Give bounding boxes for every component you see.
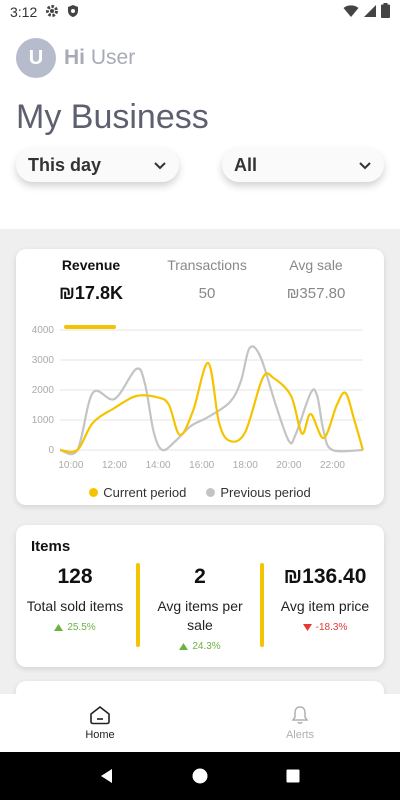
series-line-current	[59, 361, 365, 454]
metric-total-sold: 128 Total sold items 25.5%	[20, 565, 130, 633]
greeting-text: Hi User	[64, 46, 135, 70]
trend-up-icon	[54, 624, 64, 631]
y-tick-label: 2000	[32, 385, 55, 396]
nav-label: Alerts	[285, 729, 315, 741]
home-icon	[90, 705, 110, 725]
legend-dot-previous	[206, 488, 216, 497]
stats-card: Revenue ₪17.8K Transactions 50 Avg sale …	[16, 249, 384, 505]
bell-icon	[291, 706, 309, 724]
tab-label: Avg sale	[289, 257, 343, 273]
legend-item-previous: Previous period	[206, 485, 311, 500]
header: U Hi User My Business This day All	[0, 24, 400, 229]
chevron-down-icon	[153, 155, 167, 176]
tab-label: Transactions	[167, 257, 247, 273]
greeting-word: Hi	[64, 46, 85, 69]
legend-dot-current	[89, 488, 99, 497]
metric-delta: 25.5%	[20, 622, 130, 633]
active-tab-indicator	[64, 325, 116, 329]
android-nav-bar	[0, 752, 400, 800]
trend-down-icon	[302, 624, 312, 631]
series-line-previous	[59, 345, 364, 456]
metric-delta-value: -18.3%	[315, 622, 348, 633]
avatar[interactable]: U	[16, 38, 56, 78]
tab-transactions[interactable]: Transactions 50	[152, 257, 262, 302]
settings-status-icon	[45, 4, 59, 21]
bottom-nav: Home Alerts	[0, 694, 400, 752]
x-tick-label: 22:00	[320, 460, 345, 471]
tab-value: ₪357.80	[286, 285, 346, 302]
filter-dropdown[interactable]: All	[222, 148, 384, 182]
metric-divider	[136, 563, 140, 647]
wifi-icon	[343, 4, 359, 21]
metric-label: Avg item price	[280, 598, 370, 614]
legend-label: Current period	[103, 485, 187, 500]
recents-icon[interactable]	[285, 768, 301, 784]
nav-label: Home	[85, 729, 115, 741]
y-tick-label: 4000	[32, 325, 55, 336]
status-time: 3:12	[10, 4, 38, 20]
page-title: My Business	[16, 98, 209, 136]
status-bar: 3:12	[0, 0, 400, 24]
legend-label: Previous period	[220, 485, 311, 500]
tab-value: ₪17.8K	[59, 283, 123, 303]
metric-avg-price: ₪136.40 Avg item price -18.3%	[270, 565, 380, 633]
metric-label: Total sold items	[26, 598, 124, 614]
tab-avg-sale[interactable]: Avg sale ₪357.80	[261, 257, 371, 302]
greeting: U Hi User	[16, 38, 135, 78]
tab-value: 50	[198, 285, 216, 302]
metric-delta-value: 24.3%	[192, 641, 221, 652]
metric-label: Avg items per sale	[157, 598, 243, 633]
y-tick-label: 0	[48, 445, 54, 456]
tab-label: Revenue	[61, 257, 121, 273]
x-tick-label: 16:00	[189, 460, 214, 471]
nav-alerts[interactable]: Alerts	[200, 694, 400, 752]
nav-home[interactable]: Home	[0, 694, 200, 752]
items-title: Items	[31, 538, 71, 555]
metric-avg-items: 2 Avg items per sale 24.3%	[145, 565, 255, 652]
period-dropdown[interactable]: This day	[16, 148, 179, 182]
home-button-icon[interactable]	[192, 768, 208, 784]
y-tick-label: 3000	[32, 355, 55, 366]
tab-revenue[interactable]: Revenue ₪17.8K	[36, 257, 146, 304]
x-tick-label: 14:00	[146, 460, 171, 471]
metric-value: 128	[57, 565, 93, 588]
items-card: Items 128 Total sold items 25.5% 2 Avg i…	[16, 525, 384, 667]
revenue-chart: 0 1000 2000 3000 4000 10:00 12:00 14:00 16:00 18:…	[32, 325, 365, 471]
user-name: User	[90, 46, 136, 69]
battery-icon	[381, 3, 390, 21]
x-tick-label: 12:00	[102, 460, 127, 471]
metric-delta: -18.3%	[270, 622, 380, 633]
x-tick-label: 20:00	[276, 460, 301, 471]
chart-legend: Current period Previous period	[16, 485, 384, 500]
trend-up-icon	[179, 643, 189, 650]
metric-delta: 24.3%	[145, 641, 255, 652]
metric-value: ₪136.40	[283, 565, 367, 588]
dashboard-content: Revenue ₪17.8K Transactions 50 Avg sale …	[0, 229, 400, 721]
back-icon[interactable]	[99, 768, 115, 784]
metric-divider	[260, 563, 264, 647]
x-tick-label: 10:00	[58, 460, 83, 471]
y-tick-label: 1000	[32, 415, 55, 426]
metric-delta-value: 25.5%	[67, 622, 96, 633]
legend-item-current: Current period	[89, 485, 186, 500]
shield-status-icon	[67, 4, 79, 21]
metric-value: 2	[194, 565, 206, 588]
x-tick-label: 18:00	[233, 460, 258, 471]
chevron-down-icon	[358, 155, 372, 176]
cellular-icon	[363, 4, 377, 21]
stats-tabs: Revenue ₪17.8K Transactions 50 Avg sale …	[16, 257, 384, 329]
filter-dropdown-value: All	[234, 154, 258, 175]
period-dropdown-value: This day	[28, 154, 102, 175]
